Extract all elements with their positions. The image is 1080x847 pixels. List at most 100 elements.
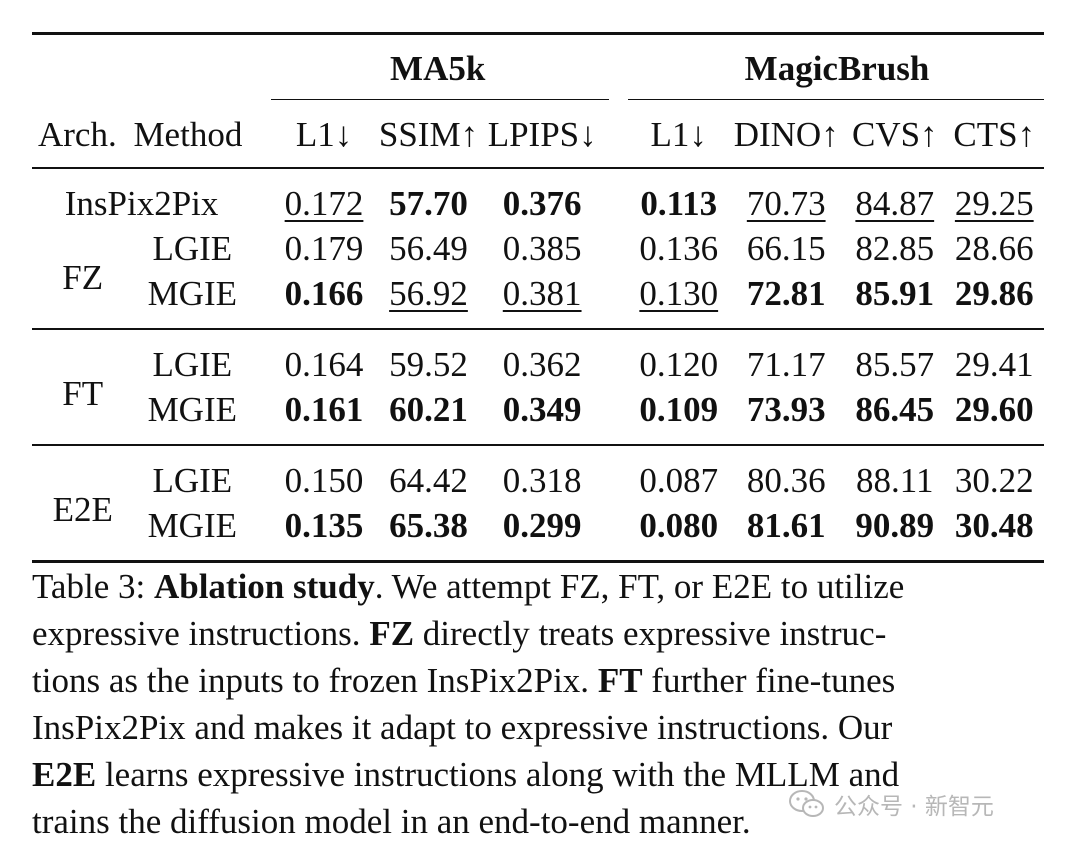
- value-cell: 0.150: [274, 445, 373, 503]
- value-text: 0.135: [284, 506, 364, 545]
- value-text: 85.91: [855, 274, 935, 313]
- value-text: 29.41: [954, 345, 1034, 384]
- value-cell: 0.376: [483, 168, 601, 226]
- value-cell: 0.349: [483, 387, 601, 445]
- value-text: 0.113: [640, 184, 718, 223]
- group-header-ma5k: MA5k: [390, 48, 486, 88]
- value-text: 82.85: [855, 229, 935, 268]
- caption-bold-text: FT: [597, 661, 643, 700]
- value-cell: 0.080: [630, 503, 727, 562]
- value-text: 0.080: [639, 506, 719, 545]
- caption-text: learns expressive instructions along wit…: [96, 755, 900, 794]
- arch-cell: FT: [62, 373, 104, 413]
- col-header-ma5k-l1: L1↓: [295, 114, 353, 154]
- value-cell: 0.172: [274, 168, 373, 226]
- caption-text: . We attempt FZ, FT, or E2E to utilize: [374, 567, 905, 606]
- value-text: 30.48: [954, 506, 1034, 545]
- value-text: 59.52: [389, 345, 468, 384]
- value-cell: 82.85: [845, 226, 945, 271]
- value-cell: 0.381: [483, 271, 601, 329]
- col-header-mb-cvs: CVS↑: [851, 114, 938, 154]
- caption-text: directly treats expressive instruc-: [414, 614, 887, 653]
- value-cell: 29.60: [945, 387, 1044, 445]
- method-cell: LGIE: [152, 229, 233, 268]
- magicbrush-cmidrule: [628, 99, 1044, 100]
- value-text: 0.318: [502, 461, 582, 500]
- value-text: 28.66: [954, 229, 1034, 268]
- value-text: 65.38: [389, 506, 468, 545]
- value-cell: 64.42: [374, 445, 484, 503]
- value-text: 0.120: [639, 345, 719, 384]
- table-row: E2E LGIE 0.150 64.42 0.318 0.087 80.36 88.11 30.…: [32, 445, 1044, 526]
- value-cell: 0.136: [630, 226, 727, 271]
- value-cell: 72.81: [727, 271, 845, 329]
- value-cell: 0.113: [630, 168, 727, 226]
- value-cell: 60.21: [374, 387, 484, 445]
- col-header-mb-cts: CTS↑: [953, 114, 1036, 154]
- value-text: 88.11: [856, 461, 934, 500]
- caption-text: expressive instructions.: [32, 614, 370, 653]
- value-cell: 0.109: [630, 387, 727, 445]
- value-cell: 57.70: [374, 168, 484, 226]
- col-header-arch: Arch.: [38, 114, 117, 154]
- watermark: 公众号 · 新智元: [788, 786, 994, 822]
- value-cell: 30.22: [945, 445, 1044, 503]
- value-text: 0.087: [639, 461, 719, 500]
- value-text: 90.89: [855, 506, 935, 545]
- value-cell: 90.89: [845, 503, 945, 562]
- value-text: 73.93: [746, 390, 826, 429]
- value-cell: 0.135: [274, 503, 373, 562]
- value-text: 64.42: [389, 461, 468, 500]
- value-text: 60.21: [389, 390, 468, 429]
- group-header-magicbrush: MagicBrush: [744, 48, 930, 88]
- caption-bold-text: E2E: [32, 755, 97, 794]
- caption-text: further fine-tunes: [642, 661, 896, 700]
- value-text: 0.150: [284, 461, 364, 500]
- value-text: 70.73: [746, 184, 826, 223]
- value-cell: 0.130: [630, 271, 727, 329]
- value-text: 66.15: [746, 229, 826, 268]
- value-text: 0.179: [284, 229, 364, 268]
- watermark-text: 公众号 · 新智元: [834, 794, 994, 820]
- wechat-icon: [789, 790, 824, 817]
- caption-text: InsPix2Pix and makes it adapt to express…: [32, 708, 893, 747]
- col-header-method: Method: [133, 114, 243, 154]
- value-text: 0.376: [502, 184, 582, 223]
- value-cell: 65.38: [374, 503, 484, 562]
- value-text: 0.385: [502, 229, 582, 268]
- caption-text: Table 3:: [32, 567, 154, 606]
- value-text: 0.136: [639, 229, 719, 268]
- value-cell: 84.87: [845, 168, 945, 226]
- value-cell: 0.318: [483, 445, 601, 503]
- value-cell: 0.161: [274, 387, 373, 445]
- table-body: MA5k MagicBrush Arch. Method L1↓ SSIM↑ L…: [32, 33, 1044, 562]
- value-cell: 85.91: [845, 271, 945, 329]
- value-text: 29.25: [954, 184, 1034, 223]
- value-cell: 29.86: [945, 271, 1044, 329]
- arch-cell: FZ: [62, 257, 104, 297]
- caption-line: expressive instructions. FZ directly tre…: [32, 610, 1054, 657]
- value-text: 81.61: [746, 506, 826, 545]
- value-cell: 88.11: [845, 445, 945, 503]
- value-cell: 0.164: [274, 329, 373, 387]
- value-text: 0.130: [639, 274, 719, 313]
- value-cell: 85.57: [845, 329, 945, 387]
- table-caption: Table 3: Ablation study. We attempt FZ, …: [32, 563, 1054, 845]
- table-row: MGIE 0.135 65.38 0.299 0.080 81.61 90.89 30.48: [32, 503, 1044, 562]
- value-text: 86.45: [855, 390, 935, 429]
- value-cell: 29.41: [945, 329, 1044, 387]
- value-cell: 81.61: [727, 503, 845, 562]
- value-cell: 28.66: [945, 226, 1044, 271]
- value-text: 29.60: [954, 390, 1034, 429]
- value-cell: 70.73: [727, 168, 845, 226]
- caption-bold-text: Ablation study: [153, 567, 375, 606]
- value-text: 0.109: [639, 390, 719, 429]
- method-cell: InsPix2Pix: [64, 184, 219, 223]
- value-text: 84.87: [855, 184, 935, 223]
- group-header-row: MA5k MagicBrush: [32, 33, 1044, 102]
- method-cell: MGIE: [147, 390, 237, 429]
- value-cell: 71.17: [727, 329, 845, 387]
- value-text: 85.57: [855, 345, 935, 384]
- value-cell: 0.362: [483, 329, 601, 387]
- value-cell: 56.49: [374, 226, 484, 271]
